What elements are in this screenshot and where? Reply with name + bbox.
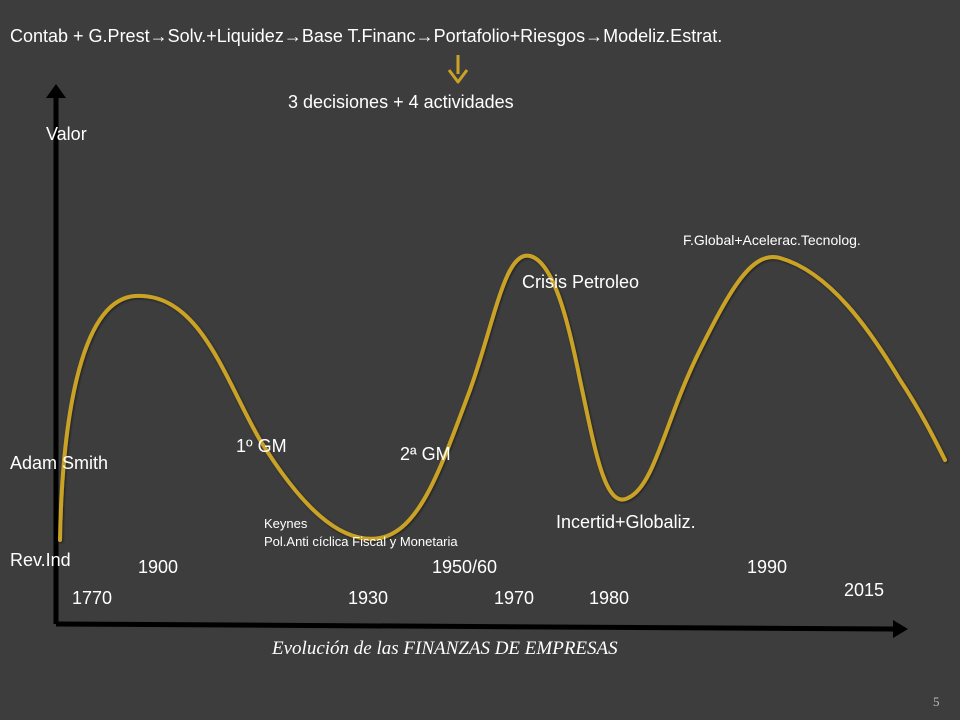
year-1950-60: 1950/60 [432,557,498,577]
page-number: 5 [933,694,940,709]
down-arrow [447,55,469,84]
year-1930: 1930 [348,588,389,608]
arrow-right-icon: → [283,26,302,46]
x-axis [55,620,908,638]
header-step: Modeliz.Estrat. [603,26,723,46]
label-2gm: 2ª GM [400,444,451,464]
header-step: Base T.Financ [301,26,416,46]
label-crisis-petroleo: Crisis Petroleo [522,272,640,292]
label-keynes-title: Keynes [264,516,308,531]
year-1970: 1970 [494,588,535,608]
year-1980: 1980 [589,588,630,608]
label-rev-ind: Rev.Ind [10,550,71,570]
header-subtitle: 3 decisiones + 4 actividades [288,92,514,112]
arrow-right-icon: → [415,26,434,46]
year-1990: 1990 [747,557,788,577]
header-step: Portafolio+Riesgos [433,26,586,46]
label-keynes: Keynes Pol.Anti cíclica Fiscal y Monetar… [264,515,458,551]
label-keynes-policy: Pol.Anti cíclica Fiscal y Monetaria [264,534,458,549]
label-fglobal: F.Global+Acelerac.Tecnolog. [683,232,861,248]
label-1gm: 1º GM [236,436,287,456]
x-axis-arrowhead [893,620,908,638]
x-caption-prefix: Evolución de las [272,638,404,659]
arrow-right-icon: → [585,26,604,46]
year-1900: 1900 [138,557,179,577]
label-adam-smith: Adam Smith [10,453,109,473]
header-step: Solv.+Liquidez [167,26,284,46]
label-incertid-globaliz: Incertid+Globaliz. [556,512,696,532]
y-axis-label: Valor [46,124,87,144]
y-axis-arrowhead [46,84,66,98]
header-step: Contab + G.Prest [10,26,150,46]
x-axis-caption: Evolución de las FINANZAS DE EMPRESAS [272,638,618,660]
arrow-right-icon: → [149,26,168,46]
year-2015: 2015 [844,580,885,600]
x-caption-emphasis: FINANZAS DE EMPRESAS [403,638,618,659]
evolution-curve [58,253,947,542]
y-axis [46,84,66,624]
year-1770: 1770 [72,588,113,608]
header-chain: Contab + G.Prest→Solv.+Liquidez→Base T.F… [10,26,722,47]
